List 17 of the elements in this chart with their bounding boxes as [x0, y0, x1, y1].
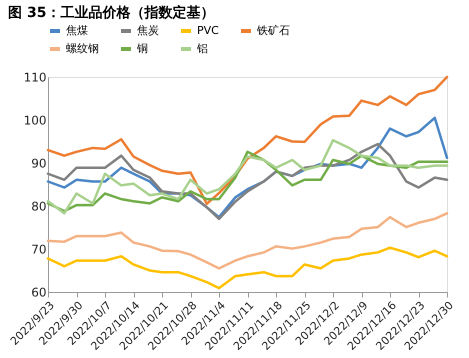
legend-label: 铜 — [136, 42, 148, 55]
legend-label: 焦炭 — [137, 24, 159, 37]
line-series — [46, 212, 448, 270]
legend-label: PVC — [197, 24, 220, 37]
y-tick-label: 60 — [31, 286, 46, 300]
y-tick-label: 80 — [31, 200, 46, 214]
legend-label: 螺纹钢 — [66, 42, 99, 55]
legend-label: 铁矿石 — [256, 24, 290, 37]
y-tick-label: 70 — [31, 242, 46, 256]
legend-label: 焦煤 — [66, 24, 88, 37]
chart-title: 图 35：工业品价格（指数定基） — [8, 4, 214, 21]
y-tick-label: 110 — [24, 70, 46, 84]
y-tick-label: 90 — [31, 156, 46, 170]
legend-label: 铝 — [196, 42, 208, 55]
y-tick-label: 100 — [24, 114, 46, 128]
line-series — [46, 246, 448, 290]
line-series — [46, 76, 448, 206]
